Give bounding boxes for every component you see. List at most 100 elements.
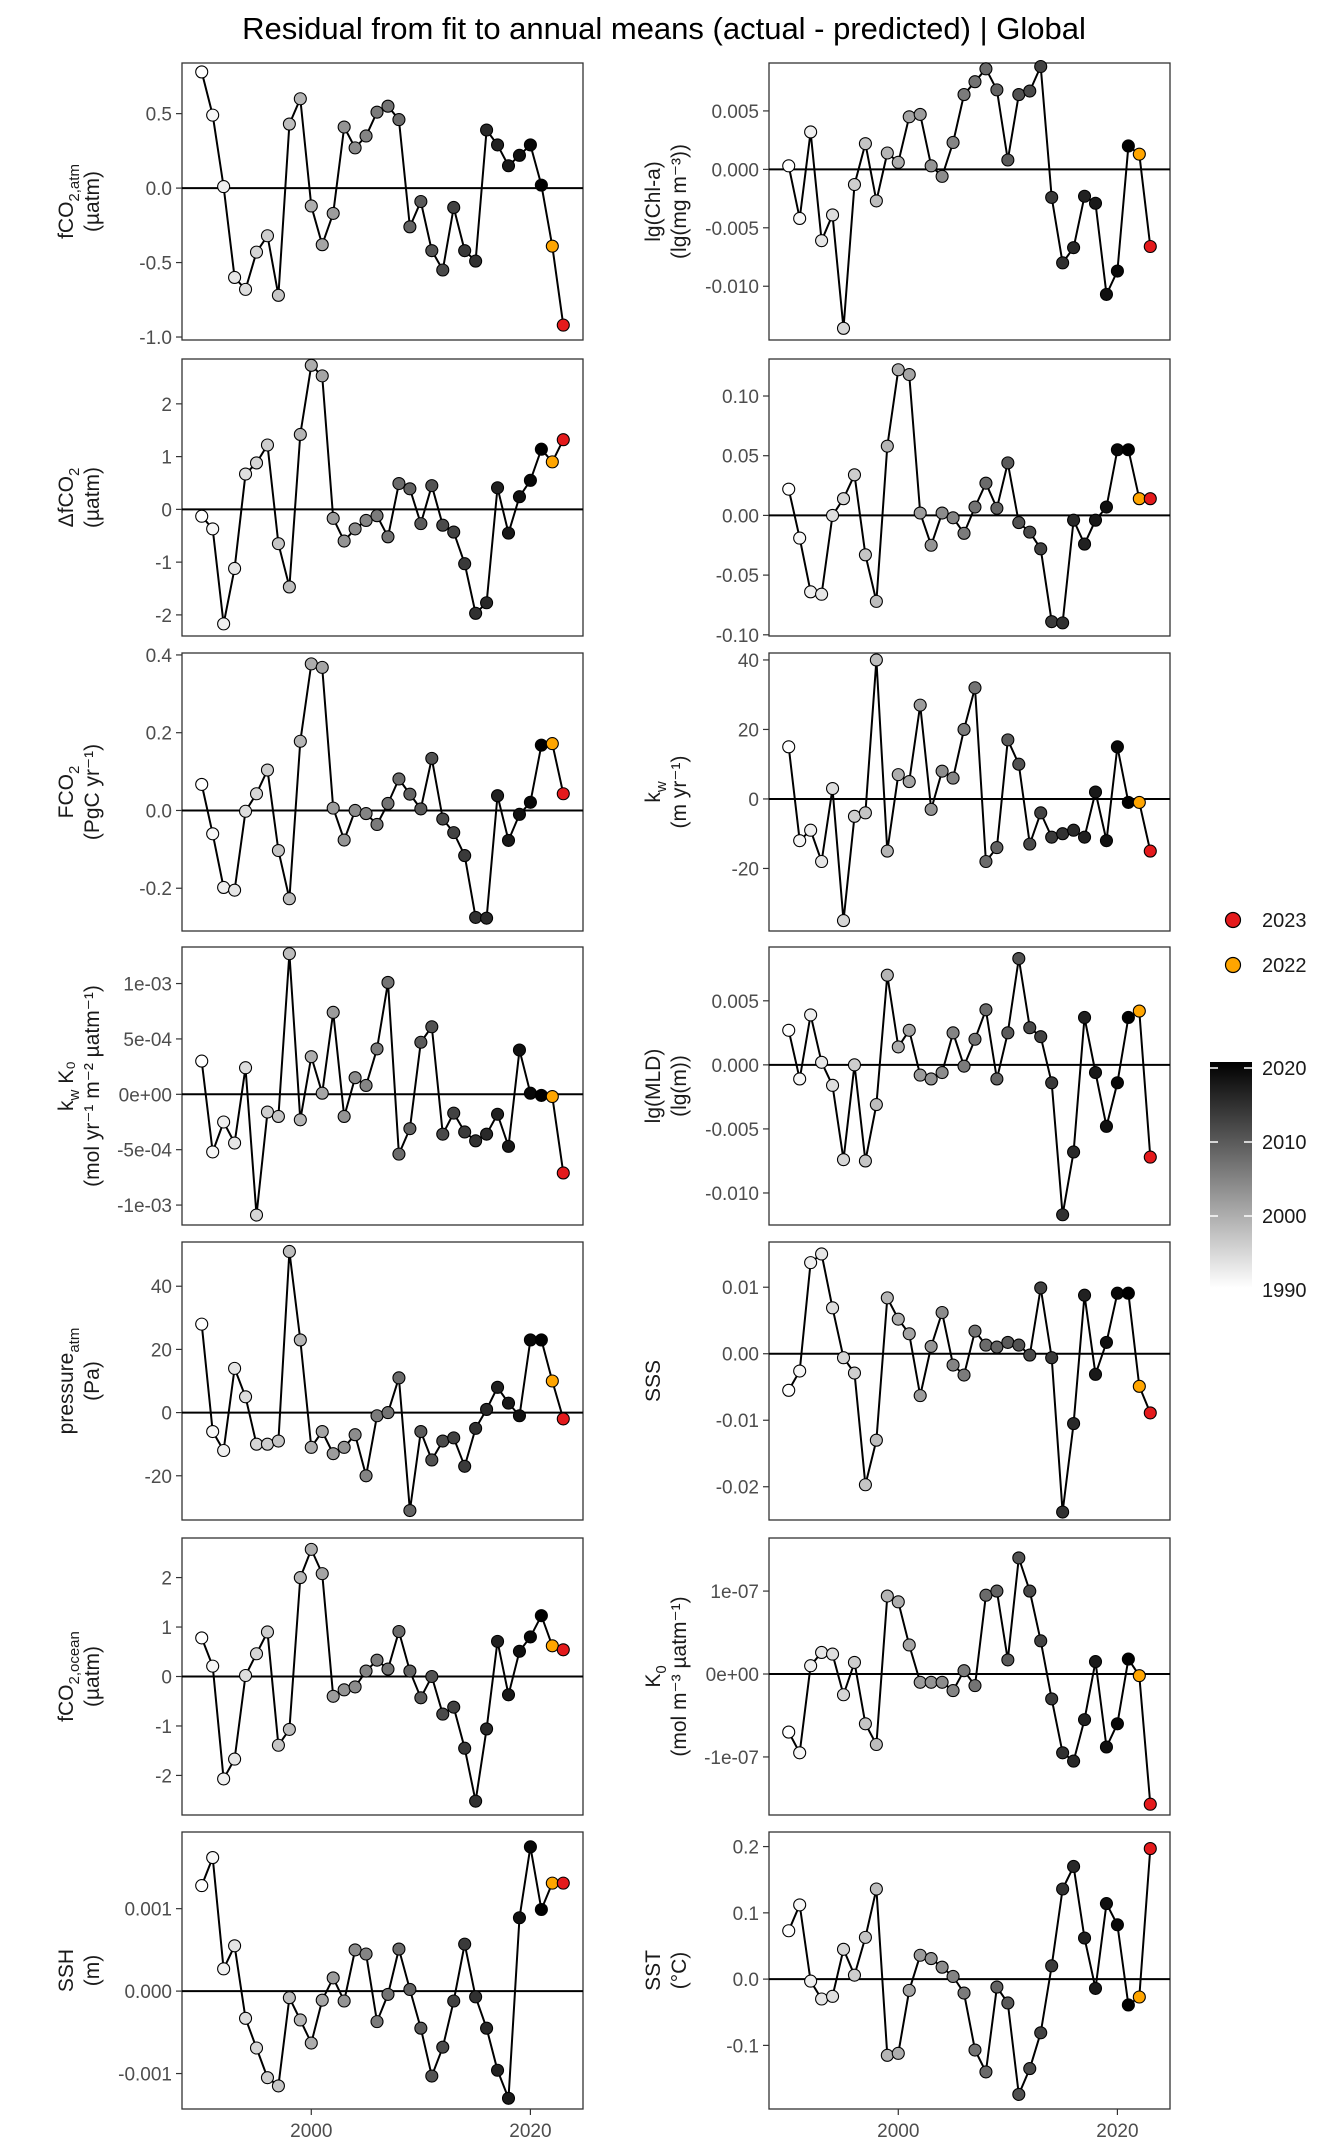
data-point-2020 [1110,1076,1124,1090]
data-point-2019 [1099,1335,1114,1349]
data-point-1990 [782,1725,796,1739]
data-point-2020 [1110,443,1124,457]
data-point-2011 [1012,1551,1026,1565]
series-line [200,953,565,1216]
legend: 2023 2022 2020 2010 2000 1990 [1210,910,1307,1302]
data-point-2015 [469,606,483,620]
data-point-1992 [217,1962,231,1976]
data-point-1998 [869,194,883,208]
data-point-2020 [1110,1286,1124,1300]
panel-frame [768,1831,1171,2110]
data-point-2001 [315,1424,329,1439]
data-point-2005 [359,129,373,143]
data-point-1990 [195,1317,209,1331]
data-point-2020 [523,473,537,487]
data-point-2015 [1056,616,1070,630]
data-point-1995 [836,492,851,506]
data-point-1999 [293,734,307,748]
data-point-2021 [1121,139,1135,153]
y-tick-label: 0.01 [722,1278,759,1299]
y-tick-label: 0.0 [146,801,172,822]
series-line [787,1557,1152,1805]
data-point-1998 [282,1722,296,1736]
data-point-2020 [523,1333,537,1347]
y-tick-label: 0.2 [146,724,172,745]
data-point-2012 [436,263,450,277]
data-point-1993 [228,1361,242,1375]
data-point-1995 [836,1942,851,1956]
panel-sst: 0.2 0.1 0.0 -0.1 2000 2020 SST (°C) [642,1831,1171,2142]
data-point-1992 [217,617,231,631]
data-point-2017 [490,1380,505,1394]
panel-chl-b: 0.10 0.05 0.00 -0.05 -0.10 [716,358,1171,647]
data-point-2018 [501,1396,516,1410]
data-point-2011 [1012,516,1026,530]
data-point-2015 [1056,1746,1070,1760]
data-point-2005 [359,1664,373,1678]
data-point-1990 [782,1383,796,1397]
panel-pressure: 40 20 0 -20 pressureatm(Pa) [55,1241,584,1521]
legend-2022-label: 2022 [1262,955,1307,977]
data-point-2005 [359,1469,373,1483]
y-tick-label: 1 [161,448,172,469]
data-point-2013 [447,826,461,840]
y-tick-label: -1 [155,1717,172,1738]
data-point-2021 [534,442,548,456]
data-point-2011 [425,244,439,258]
y-tick-label: -20 [732,859,759,880]
data-point-1994 [825,1301,840,1315]
y-tick-label: -0.001 [118,2065,172,2086]
data-point-1994 [825,1647,840,1661]
data-point-2014 [458,1937,472,1951]
data-point-2005 [946,511,960,525]
data-point-1992 [804,1974,818,1988]
data-point-2005 [946,771,960,785]
panel-sss: 0.01 0.00 -0.01 -0.02 SSS [642,1241,1171,1521]
data-point-2010 [414,194,428,209]
x-tick-label: 2000 [877,2121,919,2142]
data-point-2004 [935,169,949,183]
series-line [200,1846,564,2099]
data-point-2021 [1121,443,1135,457]
panel-frame [768,358,1171,637]
data-point-2008 [979,1588,993,1602]
data-point-1992 [804,1659,818,1673]
y-tick-label: 0.001 [124,1900,172,1921]
data-point-1995 [249,1647,264,1661]
panel-fco2-atm: 0.5 0.0 -0.5 -1.0 fCO2,atm(µatm) [55,62,584,349]
data-point-1997 [858,1154,872,1168]
data-point-2018 [1088,1065,1103,1080]
colorbar-label-1990: 1990 [1262,1280,1307,1302]
data-point-2016 [1067,1859,1081,1874]
data-point-2020 [1110,1918,1124,1932]
data-point-1996 [847,178,862,192]
data-point-1993 [815,1645,829,1659]
data-point-2002 [326,1689,340,1703]
y-axis-label: lg(MLD) (lg(m)) [642,1049,691,1124]
data-point-2011 [425,751,439,765]
y-tick-label: -0.05 [716,566,759,587]
y-tick-label: 0.2 [733,1838,759,1859]
y-axis-label: SSS [642,1360,665,1402]
data-point-2005 [946,1358,960,1372]
data-point-2014 [458,557,472,571]
data-point-2015 [1056,827,1070,841]
data-point-1993 [228,561,242,576]
data-point-2012 [1023,1348,1037,1362]
data-point-2017 [1077,189,1092,203]
y-tick-label: 0.05 [722,447,759,468]
y-tick-label: 0.000 [711,160,759,181]
data-point-2010 [1001,1335,1015,1349]
data-point-2001 [315,1993,329,2007]
x-tick-label: 2000 [290,2121,332,2142]
colorbar-label-2020: 2020 [1262,1058,1307,1080]
y-tick-label: 0.4 [146,646,173,667]
data-point-2005 [359,807,373,821]
data-point-1992 [804,585,818,599]
y-tick-label: 1e-03 [123,975,172,996]
data-point-2018 [1088,1981,1103,1995]
data-point-2003 [337,534,351,548]
data-point-1991 [206,1851,220,1865]
data-point-2016 [1067,823,1081,837]
